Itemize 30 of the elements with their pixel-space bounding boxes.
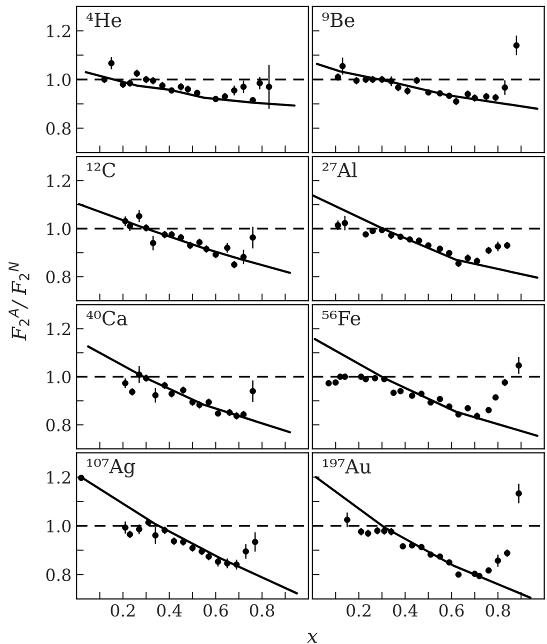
chart-title: ²⁷Al [322,162,357,178]
x-axis-title: x [307,632,318,643]
y-tick-label: 1.0 [47,370,71,384]
y-tick-label: 1.0 [47,520,71,532]
chart-title: ¹⁹⁷Au [323,458,371,474]
y-tick-label: 1.2 [47,174,70,188]
x-tick-label: 0.4 [393,604,418,617]
x-tick-label: 0.8 [486,604,510,617]
chart-title: ¹²C [87,162,116,178]
y-tick-label: 0.8 [46,270,71,284]
y-tick-label: 1.0 [47,73,71,86]
y-tick-label: 1.0 [47,222,71,236]
x-tick-label: 0.4 [157,604,182,617]
x-tick-label: 0.2 [110,604,135,617]
chart-title: ⁹Be [322,12,354,28]
y-tick-label: 0.8 [46,122,71,135]
y-tick-label: 1.2 [47,322,70,336]
x-tick-label: 0.6 [439,604,464,617]
x-tick-label: 0.2 [346,604,370,617]
chart-title: ¹⁰⁷Ag [87,458,136,478]
y-tick-label: 1.2 [47,471,70,484]
y-tick-label: 1.2 [47,24,70,38]
y-tick-label: 0.8 [46,418,71,432]
chart-title: ⁵⁶Fe [322,310,360,326]
y-axis-title: F$_{2}$$^{A}$/ F$_{2}$$^{N}$ [8,262,30,341]
y-tick-label: 0.8 [46,568,71,582]
chart-title: ⁴⁰Ca [86,310,128,326]
x-tick-label: 0.8 [250,604,274,617]
chart-title: ⁴He [86,12,122,28]
x-tick-label: 0.6 [204,604,228,617]
